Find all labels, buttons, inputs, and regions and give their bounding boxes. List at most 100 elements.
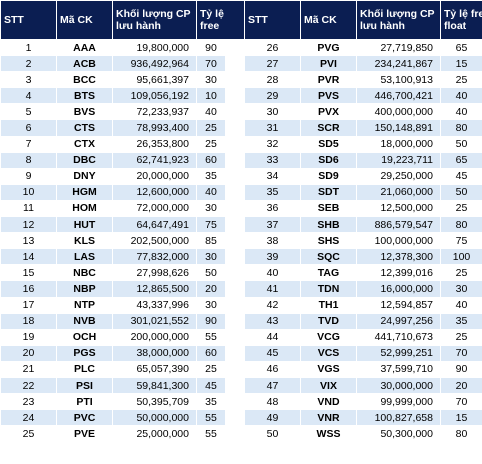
shares-cell-2: 50,300,000 <box>356 425 441 443</box>
header-shares-2-line1: Khối lượng CP <box>360 8 435 20</box>
shares-cell-2: 12,378,300 <box>356 248 441 266</box>
code-cell-2: WSS <box>300 425 357 443</box>
stt-cell-2: 49 <box>244 409 301 427</box>
stt-cell: 3 <box>0 71 57 89</box>
shares-cell: 26,353,800 <box>112 135 197 153</box>
shares-cell: 64,647,491 <box>112 216 197 234</box>
free-cell-2: 70 <box>440 393 482 411</box>
shares-cell: 19,800,000 <box>112 38 197 57</box>
spacer-cell <box>225 199 245 218</box>
table-row: 1 AAA 19,800,000 90 26 PVG 27,719,850 65 <box>0 38 482 57</box>
free-cell: 55 <box>196 409 226 427</box>
header-free-2-line2: float <box>444 20 467 32</box>
code-cell-2: SD6 <box>300 151 357 169</box>
shares-cell: 936,492,964 <box>112 55 197 73</box>
stt-cell: 10 <box>0 183 57 201</box>
shares-cell: 43,337,996 <box>112 296 197 314</box>
free-cell: 35 <box>196 393 226 411</box>
stt-cell-2: 39 <box>244 248 301 266</box>
code-cell: HOM <box>56 199 113 218</box>
code-cell: PTI <box>56 393 113 411</box>
shares-cell: 72,233,937 <box>112 103 197 121</box>
code-cell-2: SDT <box>300 183 357 201</box>
header-shares-line2: lưu hành <box>116 20 161 32</box>
free-cell-2: 65 <box>440 151 482 169</box>
shares-cell-2: 18,000,000 <box>356 135 441 153</box>
stt-cell-2: 34 <box>244 167 301 185</box>
code-cell-2: VNR <box>300 409 357 427</box>
stt-cell: 11 <box>0 199 57 218</box>
stt-cell: 20 <box>0 344 57 362</box>
shares-cell-2: 446,700,421 <box>356 87 441 105</box>
code-cell: PGS <box>56 344 113 362</box>
spacer-cell <box>225 232 245 250</box>
header-shares: Khối lượng CP lưu hành <box>112 0 197 40</box>
free-cell-2: 90 <box>440 360 482 378</box>
code-cell-2: SD9 <box>300 167 357 185</box>
code-cell: NBC <box>56 264 113 282</box>
free-cell: 45 <box>196 376 226 395</box>
spacer-cell <box>225 103 245 121</box>
spacer-cell <box>225 360 245 378</box>
code-cell-2: SEB <box>300 199 357 218</box>
free-cell: 20 <box>196 280 226 298</box>
code-cell-2: TVD <box>300 312 357 330</box>
code-cell: ACB <box>56 55 113 73</box>
code-cell: BTS <box>56 87 113 105</box>
code-cell: NTP <box>56 296 113 314</box>
stt-cell-2: 38 <box>244 232 301 250</box>
table-row: 19 OCH 200,000,000 55 44 VCG 441,710,673 25 <box>0 328 482 346</box>
table-row: 2 ACB 936,492,964 70 27 PVI 234,241,867 15 <box>0 55 482 73</box>
stt-cell: 25 <box>0 425 57 443</box>
code-cell-2: PVI <box>300 55 357 73</box>
spacer-cell <box>225 38 245 57</box>
stt-cell: 19 <box>0 328 57 346</box>
stt-cell: 18 <box>0 312 57 330</box>
table-row: 10 HGM 12,600,000 40 35 SDT 21,060,000 50 <box>0 183 482 201</box>
code-cell-2: SHB <box>300 216 357 234</box>
code-cell-2: VND <box>300 393 357 411</box>
free-cell: 55 <box>196 328 226 346</box>
free-cell: 30 <box>196 199 226 218</box>
free-cell-2: 50 <box>440 135 482 153</box>
code-cell: OCH <box>56 328 113 346</box>
header-free: Tỷ lệ free <box>196 0 245 40</box>
spacer-cell <box>225 135 245 153</box>
free-cell-2: 35 <box>440 312 482 330</box>
header-free-line2: free <box>200 20 220 32</box>
table-row: 18 NVB 301,021,552 90 43 TVD 24,997,256 35 <box>0 312 482 330</box>
shares-cell-2: 441,710,673 <box>356 328 441 346</box>
shares-cell-2: 12,399,016 <box>356 264 441 282</box>
header-shares-line1: Khối lượng CP <box>116 8 191 20</box>
spacer-cell <box>225 328 245 346</box>
shares-cell-2: 400,000,000 <box>356 103 441 121</box>
spacer-cell <box>225 425 245 443</box>
free-cell-2: 40 <box>440 103 482 121</box>
shares-cell-2: 16,000,000 <box>356 280 441 298</box>
free-cell: 30 <box>196 71 226 89</box>
shares-cell: 78,993,400 <box>112 119 197 137</box>
free-cell-2: 15 <box>440 409 482 427</box>
shares-cell: 109,056,192 <box>112 87 197 105</box>
spacer-cell <box>225 55 245 73</box>
stt-cell-2: 43 <box>244 312 301 330</box>
spacer-cell <box>225 264 245 282</box>
shares-cell: 202,500,000 <box>112 232 197 250</box>
stt-cell: 24 <box>0 409 57 427</box>
free-cell-2: 25 <box>440 328 482 346</box>
free-cell-2: 80 <box>440 216 482 234</box>
spacer-cell <box>225 376 245 395</box>
shares-cell-2: 886,579,547 <box>356 216 441 234</box>
free-float-table: STT Mã CK Khối lượng CP lưu hành Tỷ lệ f… <box>0 0 482 443</box>
spacer-cell <box>225 167 245 185</box>
stt-cell-2: 40 <box>244 264 301 282</box>
stt-cell-2: 48 <box>244 393 301 411</box>
spacer-cell <box>225 87 245 105</box>
header-shares-2-line2: lưu hành <box>360 20 405 32</box>
stt-cell-2: 35 <box>244 183 301 201</box>
free-cell: 25 <box>196 119 226 137</box>
shares-cell: 50,395,709 <box>112 393 197 411</box>
stt-cell: 5 <box>0 103 57 121</box>
free-cell-2: 80 <box>440 425 482 443</box>
table-row: 3 BCC 95,661,397 30 28 PVR 53,100,913 25 <box>0 71 482 89</box>
